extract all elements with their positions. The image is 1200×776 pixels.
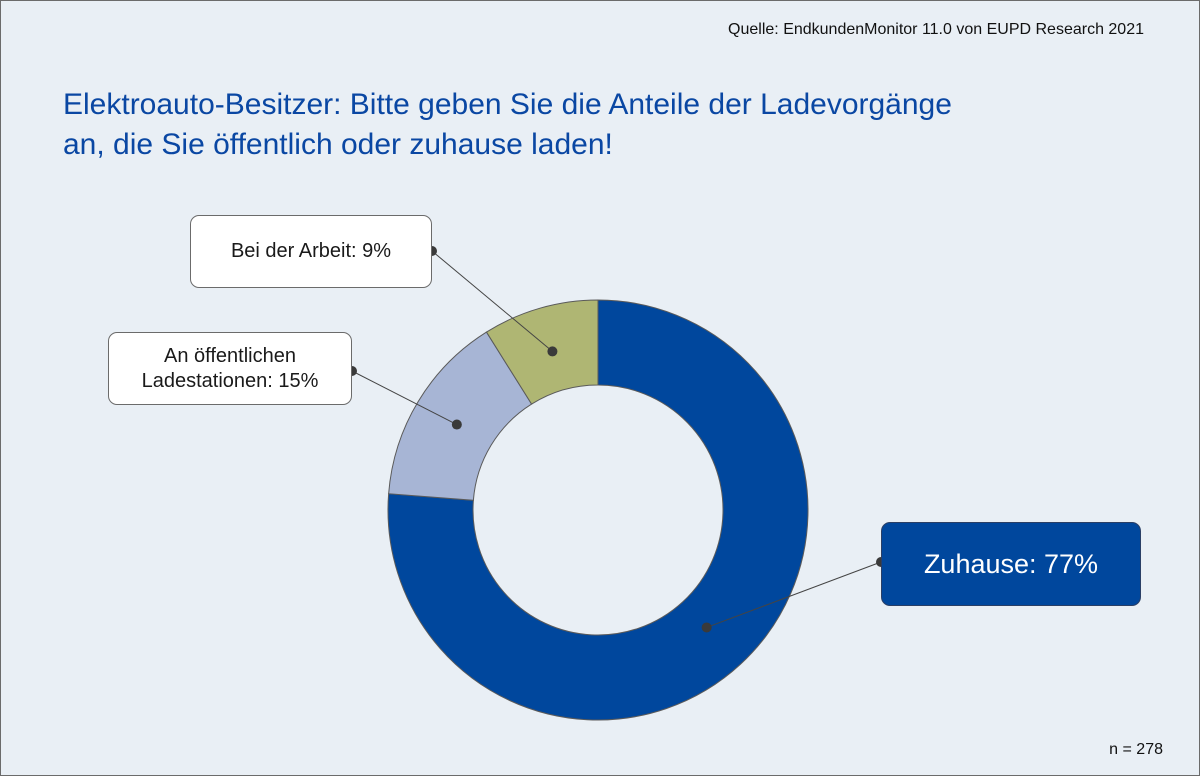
title-line-1: Elektroauto-Besitzer: Bitte geben Sie di… bbox=[63, 88, 952, 121]
donut-slices bbox=[387, 299, 809, 721]
callout-zuhause: Zuhause: 77% bbox=[881, 522, 1141, 606]
callout-work-text: Bei der Arbeit: 9% bbox=[230, 240, 392, 262]
callout-public-line-2: Ladestationen: 15% bbox=[141, 369, 319, 392]
slice-public-dot bbox=[451, 419, 462, 430]
slice-zuhause-leader bbox=[706, 561, 882, 628]
chart-title: Elektroauto-Besitzer: Bitte geben Sie di… bbox=[63, 85, 1083, 165]
callout-work: Bei der Arbeit: 9% bbox=[190, 215, 432, 288]
title-line-2: an, die Sie öffentlich oder zuhause lade… bbox=[63, 128, 613, 161]
slice-zuhause bbox=[387, 299, 809, 721]
slice-work-dot bbox=[547, 346, 558, 357]
slice-work bbox=[485, 299, 599, 405]
callout-zuhause-text: Zuhause: 77% bbox=[923, 548, 1099, 579]
slice-zuhause-dot bbox=[701, 622, 712, 633]
sample-size: n = 278 bbox=[1109, 741, 1163, 758]
callout-public-line-1: An öffentlichen bbox=[164, 344, 296, 367]
source-note: Quelle: EndkundenMonitor 11.0 von EUPD R… bbox=[728, 21, 1144, 38]
slice-public-leader bbox=[351, 370, 458, 426]
slice-work-leader bbox=[431, 250, 553, 352]
callout-public: An öffentlichen Ladestationen: 15% bbox=[108, 332, 352, 405]
callout-public-text: An öffentlichen Ladestationen: 15% bbox=[142, 344, 319, 394]
